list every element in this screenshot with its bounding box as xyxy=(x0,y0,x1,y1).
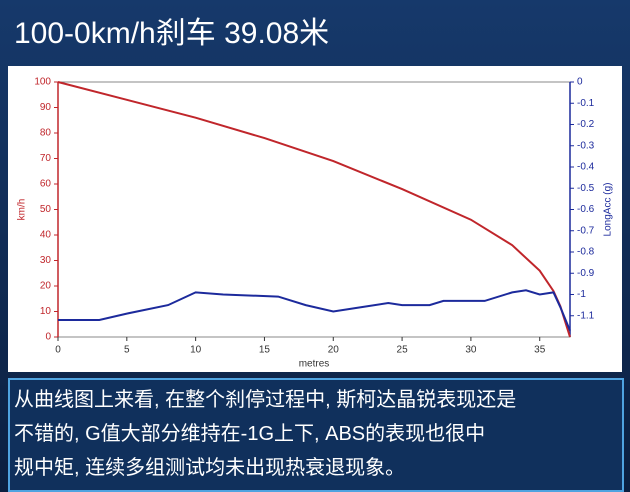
y-tick-label: 40 xyxy=(40,230,52,241)
x-tick-label: 30 xyxy=(465,345,477,356)
series-line xyxy=(58,289,571,331)
y-tick-label: 60 xyxy=(40,179,52,190)
y-axis-label: km/h xyxy=(17,199,28,221)
y2-tick-label: -0.8 xyxy=(577,247,595,258)
y-tick-label: 100 xyxy=(34,77,51,88)
x-tick-label: 5 xyxy=(124,345,130,356)
y2-tick-label: -0.3 xyxy=(577,140,595,151)
x-tick-label: 15 xyxy=(259,345,271,356)
x-tick-label: 20 xyxy=(328,345,340,356)
plot-area xyxy=(57,81,571,338)
x-axis-label: metres xyxy=(299,359,330,370)
y2-tick-label: 0 xyxy=(577,77,583,88)
page-title: 100-0km/h刹车 39.08米 xyxy=(14,17,330,50)
x-tick-label: 0 xyxy=(55,345,61,356)
y2-tick-label: -0.4 xyxy=(577,162,595,173)
caption-line: 规中矩, 连续多组测试均未出现热衰退现象。 xyxy=(14,457,406,479)
y2-tick-label: -0.7 xyxy=(577,225,595,236)
y-tick-label: 10 xyxy=(40,306,52,317)
y-tick-label: 70 xyxy=(40,153,52,164)
y2-tick-label: -0.9 xyxy=(577,268,595,279)
x-tick-label: 10 xyxy=(190,345,202,356)
y-tick-label: 50 xyxy=(40,204,52,215)
x-tick-label: 25 xyxy=(397,345,409,356)
y2-tick-label: -0.5 xyxy=(577,183,595,194)
y-tick-label: 20 xyxy=(40,281,52,292)
y-tick-label: 90 xyxy=(40,102,52,113)
y2-tick-label: -0.6 xyxy=(577,204,595,215)
caption-line: 不错的, G值大部分维持在-1G上下, ABS的表现也很中 xyxy=(14,423,486,445)
y2-tick-label: -1 xyxy=(577,289,586,300)
x-tick-label: 35 xyxy=(534,345,546,356)
y-tick-label: 30 xyxy=(40,255,52,266)
y2-tick-label: -1.1 xyxy=(577,310,595,321)
chart-panel: 0 10 20 30 40 50 60 70 80 90 100 0 -0.1 -0.2 -0.3 -0.4-… xyxy=(8,66,622,372)
y2-tick-label: -0.1 xyxy=(577,98,595,109)
y2-tick-label: -0.2 xyxy=(577,119,595,130)
y-tick-label: 80 xyxy=(40,128,52,139)
caption: 从曲线图上来看, 在整个刹停过程中, 斯柯达晶锐表现还是 不错的, G值大部分维… xyxy=(8,378,624,492)
y2-axis-label: LongAcc (g) xyxy=(603,183,614,237)
caption-line: 从曲线图上来看, 在整个刹停过程中, 斯柯达晶锐表现还是 xyxy=(14,389,517,411)
y-tick-label: 0 xyxy=(45,332,51,343)
